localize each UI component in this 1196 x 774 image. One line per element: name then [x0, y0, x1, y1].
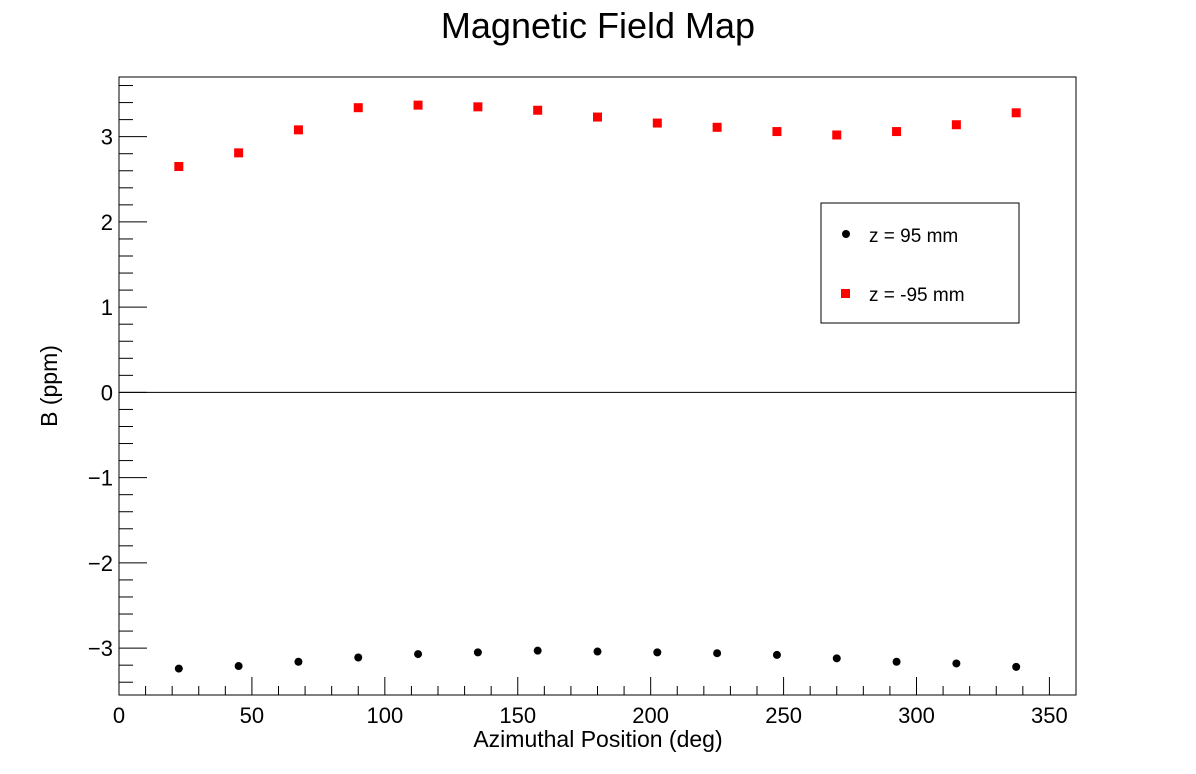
x-tick-label: 50: [240, 703, 264, 728]
y-tick-label: −1: [88, 466, 113, 491]
legend-square-marker: [841, 289, 850, 298]
data-point-square: [772, 127, 782, 137]
data-point-square: [413, 100, 423, 110]
data-point-circle: [713, 649, 722, 658]
data-point-square: [593, 112, 602, 122]
data-point-square: [533, 105, 543, 115]
data-point-square: [652, 118, 662, 128]
data-point-circle: [772, 650, 781, 659]
data-point-circle: [892, 657, 901, 666]
data-point-square: [234, 148, 244, 158]
data-point-circle: [653, 648, 662, 657]
data-point-square: [951, 120, 961, 130]
x-tick-label: 150: [499, 703, 536, 728]
data-point-square: [293, 125, 303, 135]
x-tick-label: 350: [1031, 703, 1068, 728]
data-point-circle: [294, 657, 303, 666]
x-tick-label: 100: [366, 703, 403, 728]
y-tick-label: 2: [101, 210, 113, 235]
data-point-circle: [174, 664, 183, 673]
data-point-circle: [473, 648, 482, 657]
legend-label-z-neg95: z = -95 mm: [869, 285, 965, 306]
data-point-square: [712, 122, 722, 132]
y-tick-label: 3: [101, 125, 113, 150]
x-tick-label: 250: [765, 703, 802, 728]
data-point-square: [832, 130, 842, 140]
series-layer: [174, 100, 1021, 673]
chart-title: Magnetic Field Map: [441, 5, 755, 46]
data-point-circle: [952, 659, 961, 668]
data-point-circle: [1012, 662, 1021, 671]
data-point-circle: [533, 646, 542, 655]
x-tick-label: 0: [113, 703, 125, 728]
data-point-circle: [414, 650, 423, 659]
series-1: [174, 100, 1021, 172]
data-point-square: [473, 102, 483, 112]
legend-label-z95: z = 95 mm: [869, 226, 958, 247]
x-tick-label: 300: [898, 703, 935, 728]
y-tick-label: 0: [101, 380, 113, 405]
data-point-circle: [234, 662, 243, 671]
x-tick-label: 200: [632, 703, 669, 728]
series-0: [174, 646, 1021, 673]
legend: z = 95 mm z = -95 mm: [820, 202, 1020, 324]
y-axis: −3 −2 −1 0 1 2 3: [88, 85, 147, 683]
data-point-square: [174, 162, 184, 172]
legend-circle-marker: [842, 230, 850, 238]
legend-box: [820, 202, 1020, 324]
data-point-circle: [832, 654, 841, 663]
data-point-square: [353, 103, 363, 113]
y-axis-label: B (ppm): [36, 345, 62, 427]
data-point-circle: [354, 653, 363, 662]
data-point-circle: [593, 647, 602, 656]
x-axis-label: Azimuthal Position (deg): [473, 726, 722, 752]
y-tick-label: 1: [101, 295, 113, 320]
data-point-square: [1011, 108, 1021, 118]
y-tick-label: −2: [88, 551, 113, 576]
data-point-square: [892, 127, 902, 137]
y-tick-label: −3: [88, 636, 113, 661]
x-axis: 0 50 100 150 200 250 300 350: [113, 677, 1068, 728]
